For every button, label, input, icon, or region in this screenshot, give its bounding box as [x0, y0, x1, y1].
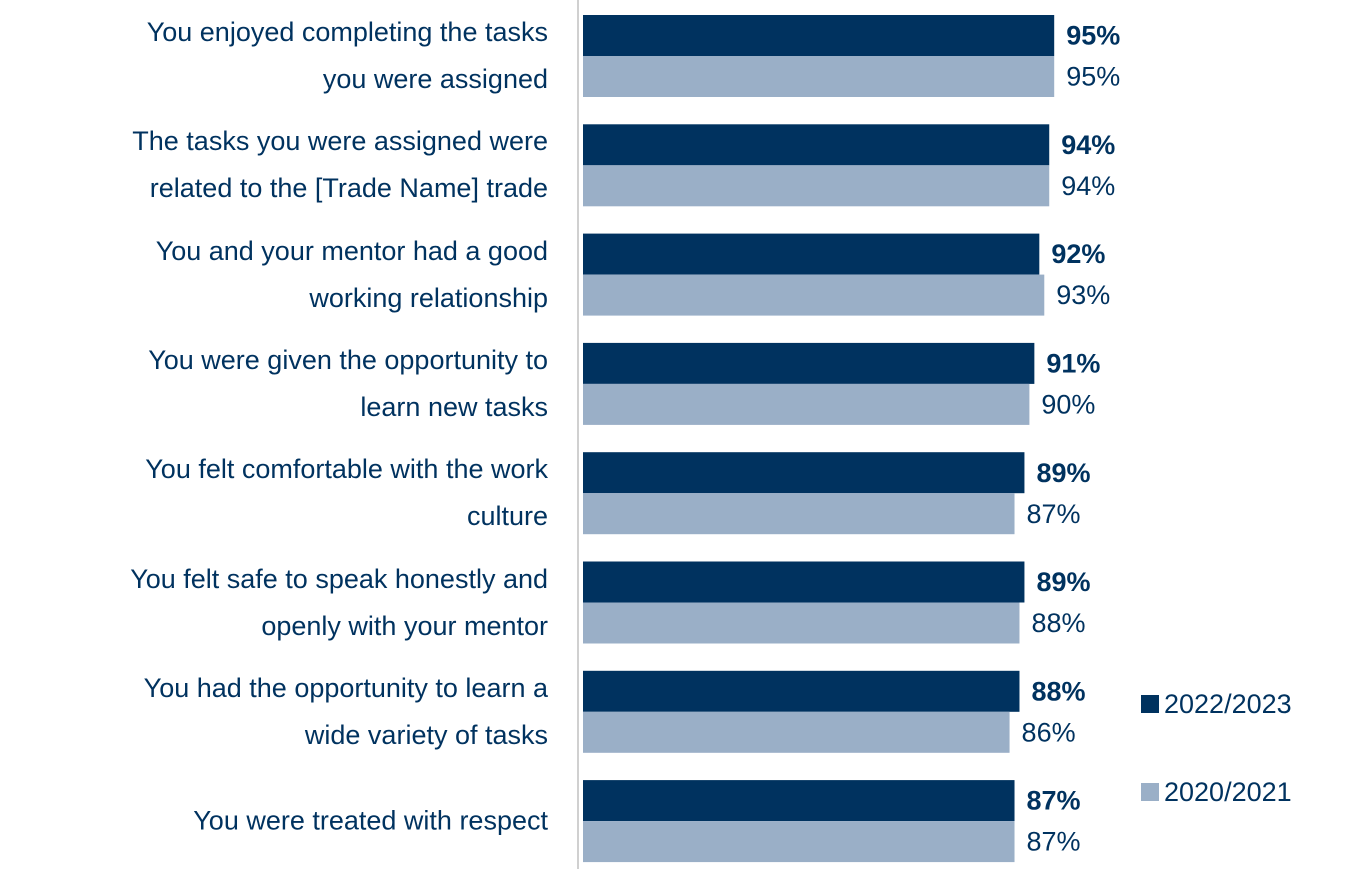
category-label: You felt safe to speak honestly and open…	[130, 563, 548, 641]
value-label: 87%	[1027, 827, 1081, 857]
value-label: 94%	[1061, 171, 1115, 201]
category-label: You were given the opportunity to learn …	[148, 344, 548, 422]
bar	[583, 233, 1040, 275]
legend-label: 2020/2021	[1164, 777, 1292, 807]
bar	[583, 711, 1010, 753]
bar	[583, 602, 1020, 644]
bar	[583, 342, 1035, 384]
bar	[583, 821, 1015, 863]
bar	[583, 274, 1045, 316]
bar	[583, 56, 1055, 97]
legend-swatch	[1141, 695, 1159, 713]
category-label: You had the opportunity to learn a wide …	[143, 672, 548, 750]
value-label: 88%	[1031, 676, 1085, 706]
value-label: 95%	[1066, 21, 1120, 51]
bar	[583, 780, 1015, 822]
value-label: 93%	[1056, 280, 1110, 310]
value-label: 95%	[1066, 62, 1120, 92]
legend-swatch	[1141, 783, 1159, 801]
bar	[583, 383, 1030, 425]
legend-label: 2022/2023	[1164, 689, 1292, 719]
value-label: 86%	[1022, 717, 1076, 747]
category-label: You were treated with respect	[193, 805, 548, 836]
value-label: 90%	[1041, 390, 1095, 420]
bar	[583, 670, 1020, 712]
value-label: 87%	[1027, 499, 1081, 529]
bar	[583, 452, 1025, 494]
value-label: 92%	[1051, 239, 1105, 269]
category-label: You and your mentor had a good working r…	[155, 235, 548, 313]
category-label: You felt comfortable with the work cultu…	[145, 454, 548, 532]
category-label: The tasks you were assigned were related…	[132, 126, 548, 204]
bar	[583, 493, 1015, 535]
bar	[583, 165, 1050, 207]
value-label: 89%	[1036, 458, 1090, 488]
category-label: You enjoyed completing the tasks you wer…	[146, 17, 548, 94]
value-label: 91%	[1046, 349, 1100, 379]
bar	[583, 124, 1050, 166]
bar	[583, 15, 1055, 56]
bar	[583, 561, 1025, 603]
value-label: 89%	[1036, 567, 1090, 597]
value-label: 87%	[1027, 786, 1081, 816]
value-label: 88%	[1031, 608, 1085, 638]
value-label: 94%	[1061, 130, 1115, 160]
